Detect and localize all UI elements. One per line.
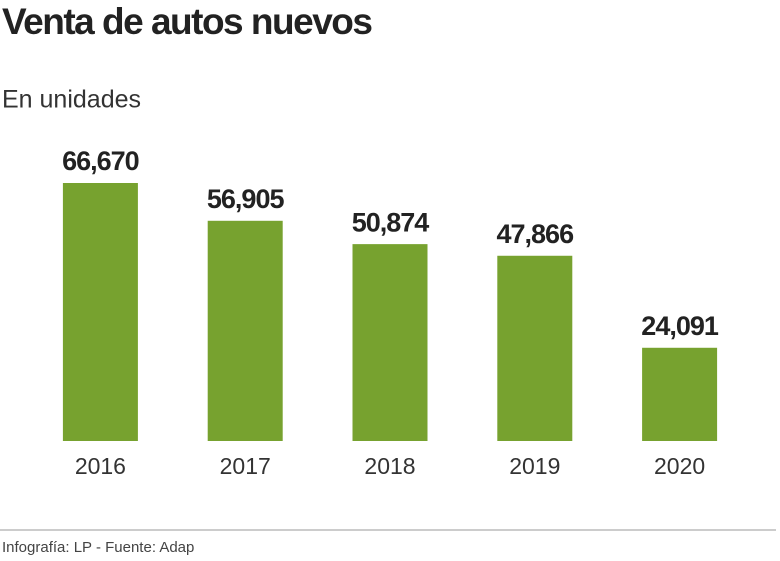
x-tick-label: 2018: [364, 453, 415, 479]
value-label: 56,905: [207, 184, 285, 214]
x-tick-label: 2016: [75, 453, 126, 479]
chart-title: Venta de autos nuevos: [2, 1, 372, 42]
value-label: 47,866: [497, 219, 575, 249]
x-tick-label: 2017: [220, 453, 271, 479]
bar: [497, 255, 573, 441]
source: Infografía: LP - Fuente: Adap: [2, 539, 194, 556]
bar: [642, 347, 718, 441]
value-label: 66,670: [62, 146, 139, 176]
bar: [207, 220, 283, 441]
value-label: 50,874: [352, 207, 430, 237]
x-tick-label: 2020: [654, 453, 705, 479]
chart-subtitle: En unidades: [2, 86, 141, 114]
bar: [62, 183, 138, 441]
x-tick-label: 2019: [509, 453, 560, 479]
bar: [352, 244, 428, 441]
value-label: 24,091: [641, 311, 719, 341]
